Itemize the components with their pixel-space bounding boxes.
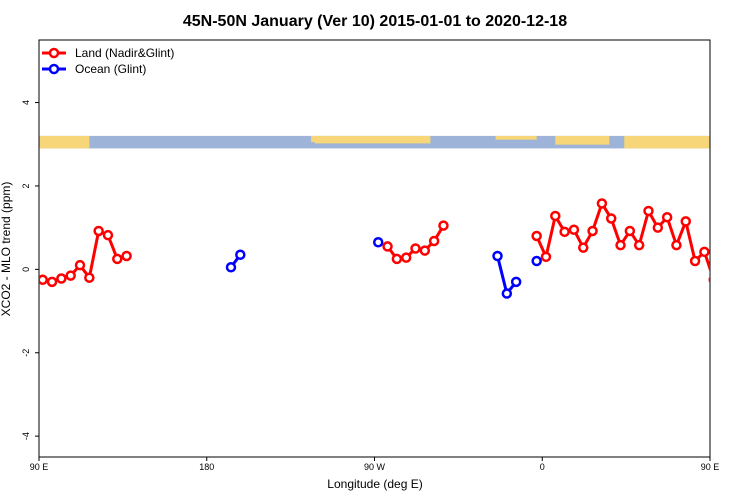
data-point-land bbox=[615, 239, 626, 251]
data-point-land bbox=[643, 205, 654, 217]
world-map-strip bbox=[39, 135, 710, 149]
data-point-land bbox=[84, 272, 95, 283]
data-point-land bbox=[719, 278, 727, 286]
data-point-land bbox=[112, 253, 123, 265]
y-tick-label: 2 bbox=[21, 183, 31, 188]
plot-frame bbox=[38, 39, 711, 458]
data-point-land bbox=[56, 273, 67, 284]
map-land-mass bbox=[495, 135, 537, 140]
x-tick-label: 0 bbox=[540, 462, 545, 472]
y-tick-label: -4 bbox=[21, 432, 31, 440]
data-point-land bbox=[680, 216, 692, 227]
data-point-ocean bbox=[531, 255, 542, 267]
data-point-land bbox=[624, 225, 636, 237]
data-point-land bbox=[438, 220, 449, 231]
data-point-land bbox=[559, 226, 570, 238]
x-tick-label: 180 bbox=[199, 462, 214, 472]
data-point-land bbox=[550, 210, 561, 222]
map-land-mass bbox=[39, 135, 90, 149]
data-point-land bbox=[391, 253, 403, 265]
data-point-land bbox=[652, 222, 664, 233]
data-point-land bbox=[74, 259, 86, 271]
data-point-land bbox=[738, 272, 746, 280]
data-point-land bbox=[428, 235, 440, 247]
data-point-land bbox=[568, 224, 580, 235]
x-tick-label: 90 E bbox=[701, 462, 720, 472]
legend-label-ocean: Ocean (Glint) bbox=[75, 62, 146, 76]
data-point-land bbox=[419, 245, 431, 256]
data-point-ocean bbox=[510, 276, 522, 288]
data-point-ocean bbox=[492, 250, 503, 262]
map-land-mass bbox=[314, 135, 431, 144]
series-layer bbox=[39, 198, 746, 299]
data-point-ocean bbox=[501, 288, 513, 299]
legend-marker-ocean bbox=[48, 63, 60, 75]
y-axis-title: XCO2 - MLO trend (ppm) bbox=[0, 182, 13, 317]
data-point-land bbox=[578, 242, 589, 253]
legend-marker-land bbox=[48, 47, 60, 59]
y-tick-label: -2 bbox=[21, 349, 31, 357]
y-tick-label: 4 bbox=[21, 100, 31, 105]
map-land-mass bbox=[555, 135, 610, 145]
map-land-mass bbox=[311, 135, 328, 143]
data-point-land bbox=[65, 270, 76, 281]
data-point-ocean bbox=[225, 262, 237, 273]
legend-label-land: Land (Nadir&Glint) bbox=[75, 46, 174, 60]
data-point-land bbox=[661, 211, 673, 223]
data-point-land bbox=[93, 225, 104, 237]
data-point-land bbox=[531, 230, 542, 242]
x-axis-title: Longitude (deg E) bbox=[327, 477, 422, 491]
data-point-land bbox=[633, 239, 645, 251]
data-point-land bbox=[708, 276, 710, 284]
data-point-land bbox=[699, 246, 710, 258]
data-point-land bbox=[540, 251, 552, 263]
data-point-land bbox=[102, 229, 114, 241]
chart-title: 45N-50N January (Ver 10) 2015-01-01 to 2… bbox=[183, 13, 567, 30]
data-point-land bbox=[596, 198, 608, 209]
x-axis: 90 E 180 90 W 0 90 E bbox=[30, 457, 720, 472]
data-point-land bbox=[121, 250, 132, 262]
data-point-land bbox=[39, 274, 48, 286]
y-axis: -4 -2 0 2 4 bbox=[21, 100, 39, 440]
y-tick-label: 0 bbox=[21, 267, 31, 272]
x-tick-label: 90 W bbox=[364, 462, 386, 472]
data-point-land bbox=[46, 276, 58, 288]
x-tick-label: 90 E bbox=[30, 462, 49, 472]
data-point-ocean bbox=[372, 236, 384, 248]
data-point-land bbox=[728, 275, 736, 283]
map-land-mass bbox=[624, 135, 710, 149]
data-point-land bbox=[605, 213, 617, 224]
data-point-land bbox=[587, 225, 598, 237]
series-line-ocean bbox=[496, 255, 518, 296]
data-point-land bbox=[671, 239, 682, 251]
data-point-land bbox=[382, 241, 393, 252]
legend: Land (Nadir&Glint) Ocean (Glint) bbox=[42, 46, 174, 76]
data-point-land bbox=[400, 252, 412, 263]
data-point-ocean bbox=[235, 249, 246, 261]
data-point-land bbox=[689, 255, 701, 267]
data-point-land bbox=[410, 243, 421, 254]
